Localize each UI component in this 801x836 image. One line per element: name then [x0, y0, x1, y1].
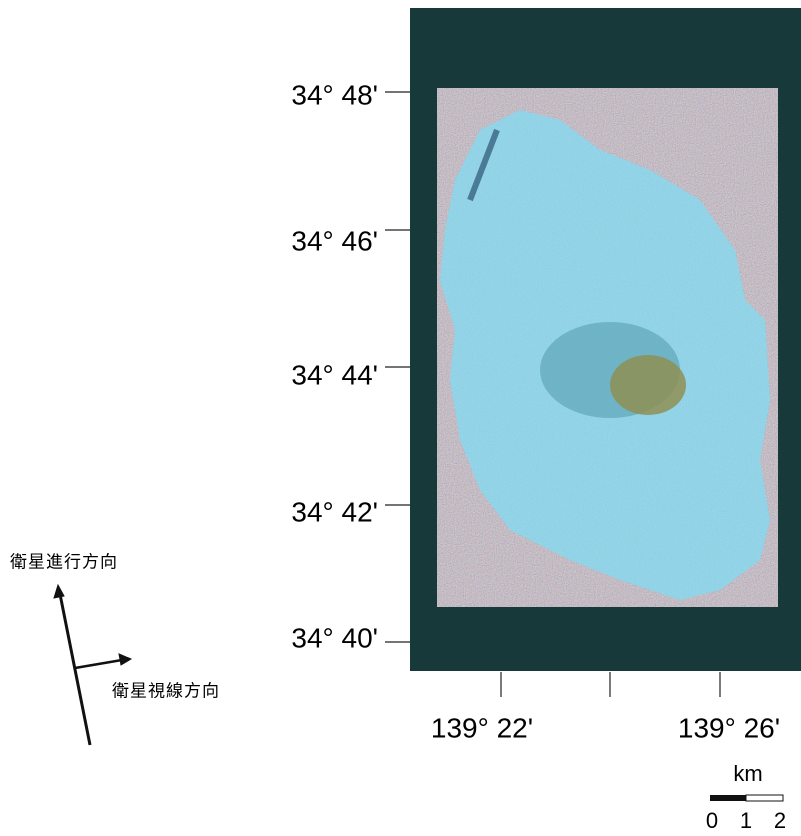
latitude-label: 34° 40'	[291, 622, 378, 653]
scale-bar-segment	[710, 795, 746, 801]
latitude-label: 34° 44'	[291, 359, 378, 390]
direction-arrows	[54, 585, 131, 745]
latitude-label: 34° 48'	[291, 79, 378, 110]
flight-direction-label: 衛星進行方向	[10, 552, 118, 571]
scale-label: 0	[706, 808, 718, 833]
longitude-label: 139° 22'	[431, 712, 533, 743]
look-direction-label: 衛星視線方向	[112, 681, 220, 700]
scale-label: 1	[740, 808, 752, 833]
longitude-label: 139° 26'	[678, 712, 780, 743]
map: 34° 48' 34° 46' 34° 44' 34° 42' 34° 40' …	[0, 0, 801, 836]
scale-bar-segment	[746, 795, 783, 801]
scale-label: 2	[774, 808, 786, 833]
scale-unit: km	[733, 761, 762, 786]
latitude-label: 34° 42'	[291, 496, 378, 527]
crater-deformation	[610, 355, 686, 415]
latitude-label: 34° 46'	[291, 225, 378, 256]
